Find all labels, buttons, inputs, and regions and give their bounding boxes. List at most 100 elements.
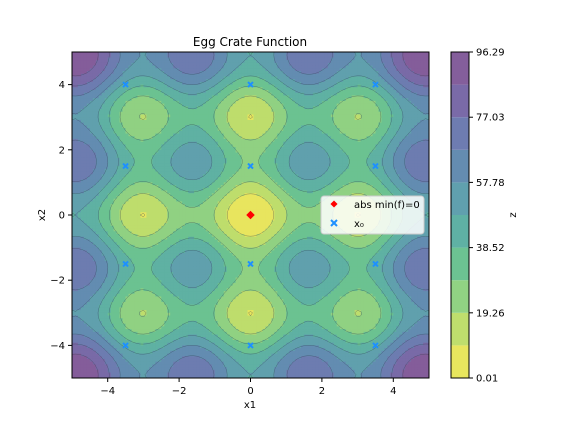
contour-cell — [80, 84, 85, 88]
contour-cell — [333, 95, 338, 99]
contour-cell — [283, 95, 287, 99]
contour-cell — [330, 62, 335, 67]
contour-cell — [205, 122, 210, 126]
contour-cell — [390, 73, 394, 78]
contour-cell — [342, 95, 347, 99]
contour-cell — [411, 90, 415, 94]
contour-cell — [107, 54, 112, 59]
contour-cell — [244, 54, 249, 59]
contour-cell — [170, 54, 174, 59]
contour-cell — [98, 109, 103, 113]
contour-cell — [405, 76, 409, 80]
contour-cell — [202, 103, 207, 107]
contour-cell — [176, 62, 180, 67]
contour-cell — [211, 68, 216, 72]
contour-cell — [387, 114, 391, 118]
contour-cell — [185, 73, 189, 78]
contour-cell — [351, 98, 356, 102]
contour-cell — [101, 117, 106, 121]
contour-cell — [167, 90, 171, 94]
contour-cell — [265, 84, 269, 88]
contour-cell — [256, 57, 261, 61]
contour-cell — [372, 98, 377, 102]
contour-cell — [185, 100, 189, 105]
contour-cell — [277, 109, 281, 113]
contour-cell — [354, 60, 359, 64]
contour-cell — [191, 52, 195, 56]
contour-cell — [83, 52, 88, 56]
contour-cell — [226, 92, 231, 97]
contour-cell — [310, 73, 314, 78]
contour-cell — [307, 71, 311, 75]
contour-cell — [301, 111, 305, 116]
contour-cell — [318, 119, 323, 124]
contour-cell — [149, 90, 153, 94]
contour-cell — [149, 54, 153, 59]
contour-cell — [116, 84, 121, 88]
contour-cell — [307, 109, 311, 113]
contour-cell — [155, 62, 159, 67]
contour-cell — [92, 103, 97, 107]
contour-cell — [366, 79, 371, 83]
contour-cell — [146, 52, 150, 56]
contour-cell — [161, 100, 165, 105]
contour-cell — [339, 98, 344, 102]
contour-cell — [354, 62, 359, 67]
contour-cell — [152, 122, 156, 126]
contour-cell — [119, 114, 124, 118]
contour-cell — [196, 111, 201, 116]
contour-cell — [318, 57, 323, 61]
contour-cell — [369, 117, 374, 121]
contour-cell — [143, 73, 147, 78]
contour-cell — [310, 87, 314, 91]
contour-cell — [342, 117, 347, 121]
contour-cell — [185, 84, 189, 88]
contour-cell — [101, 60, 106, 64]
contour-cell — [310, 57, 314, 61]
contour-cell — [86, 54, 91, 59]
contour-cell — [399, 79, 403, 83]
contour-cell — [217, 52, 222, 56]
contour-cell — [286, 81, 290, 86]
contour-cell — [158, 52, 162, 56]
contour-cell — [131, 87, 136, 91]
contour-cell — [372, 60, 377, 64]
contour-cell — [140, 79, 145, 83]
contour-cell — [378, 62, 383, 67]
contour-cell — [167, 68, 171, 72]
contour-cell — [226, 79, 231, 83]
contour-cell — [119, 54, 124, 59]
contour-cell — [199, 111, 204, 116]
contour-cell — [396, 87, 400, 91]
contour-cell — [232, 62, 237, 67]
contour-cell — [250, 109, 255, 113]
contour-cell — [307, 95, 311, 99]
contour-cell — [387, 73, 391, 78]
contour-cell — [167, 54, 171, 59]
contour-cell — [372, 65, 377, 69]
contour-cell — [417, 100, 421, 105]
contour-cell — [247, 109, 252, 113]
contour-cell — [223, 79, 228, 83]
contour-cell — [411, 95, 415, 99]
contour-cell — [348, 98, 353, 102]
contour-cell — [396, 117, 400, 121]
contour-cell — [220, 95, 225, 99]
contour-cell — [366, 68, 371, 72]
contour-cell — [339, 84, 344, 88]
contour-cell — [366, 119, 371, 124]
contour-cell — [238, 57, 243, 61]
contour-cell — [179, 57, 183, 61]
contour-cell — [247, 71, 252, 75]
contour-cell — [72, 79, 76, 83]
contour-cell — [152, 81, 156, 86]
contour-cell — [286, 100, 290, 105]
contour-cell — [265, 52, 269, 56]
contour-cell — [250, 106, 255, 110]
contour-cell — [405, 52, 409, 56]
contour-cell — [378, 52, 383, 56]
contour-cell — [357, 84, 362, 88]
contour-cell — [211, 81, 216, 86]
contour-cell — [98, 117, 103, 121]
contour-cell — [318, 90, 323, 94]
